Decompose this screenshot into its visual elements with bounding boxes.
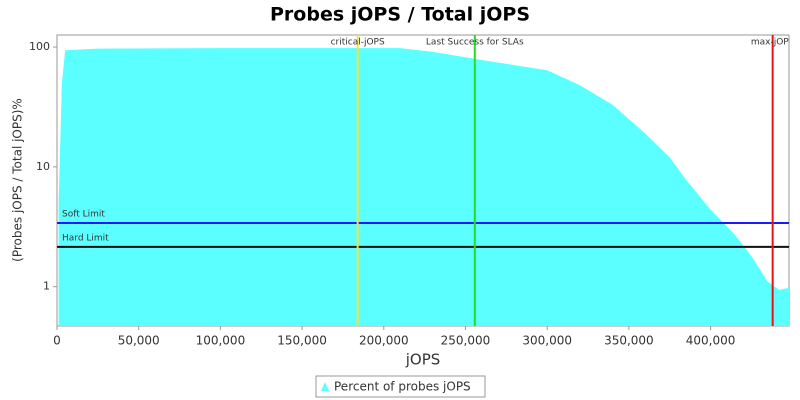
x-axis-label: jOPS xyxy=(405,351,441,369)
reference-label: max-jOPS xyxy=(751,38,795,48)
y-tick-label: 1 xyxy=(43,280,50,293)
chart-title: Probes jOPS / Total jOPS xyxy=(270,4,530,26)
x-tick-label: 350,000 xyxy=(604,334,654,348)
reference-label: Soft Limit xyxy=(62,210,105,220)
x-tick-label: 200,000 xyxy=(359,334,409,348)
x-tick-label: 50,000 xyxy=(118,334,160,348)
legend-swatch xyxy=(321,382,329,391)
x-tick-label: 150,000 xyxy=(277,334,327,348)
x-tick-label: 100,000 xyxy=(196,334,246,348)
area xyxy=(58,48,789,326)
y-axis-label: (Probes jOPS / Total jOPS)% xyxy=(11,98,25,262)
reference-label: Last Success for SLAs xyxy=(426,38,524,48)
x-tick-label: 400,000 xyxy=(686,334,736,348)
reference-label: critical-jOPS xyxy=(331,38,385,48)
y-tick-label: 10 xyxy=(36,160,50,173)
y-tick-label: 100 xyxy=(29,40,50,53)
plot: Soft Limit Hard Limit critical-jOPS Last Su… xyxy=(57,35,795,326)
legend xyxy=(315,375,486,398)
reference-label: Hard Limit xyxy=(62,233,109,243)
x-tick-label: 0 xyxy=(53,334,61,348)
x-tick-label: 300,000 xyxy=(522,334,572,348)
x-tick-label: 250,000 xyxy=(441,334,491,348)
legend-label: Percent of probes jOPS xyxy=(334,380,471,394)
